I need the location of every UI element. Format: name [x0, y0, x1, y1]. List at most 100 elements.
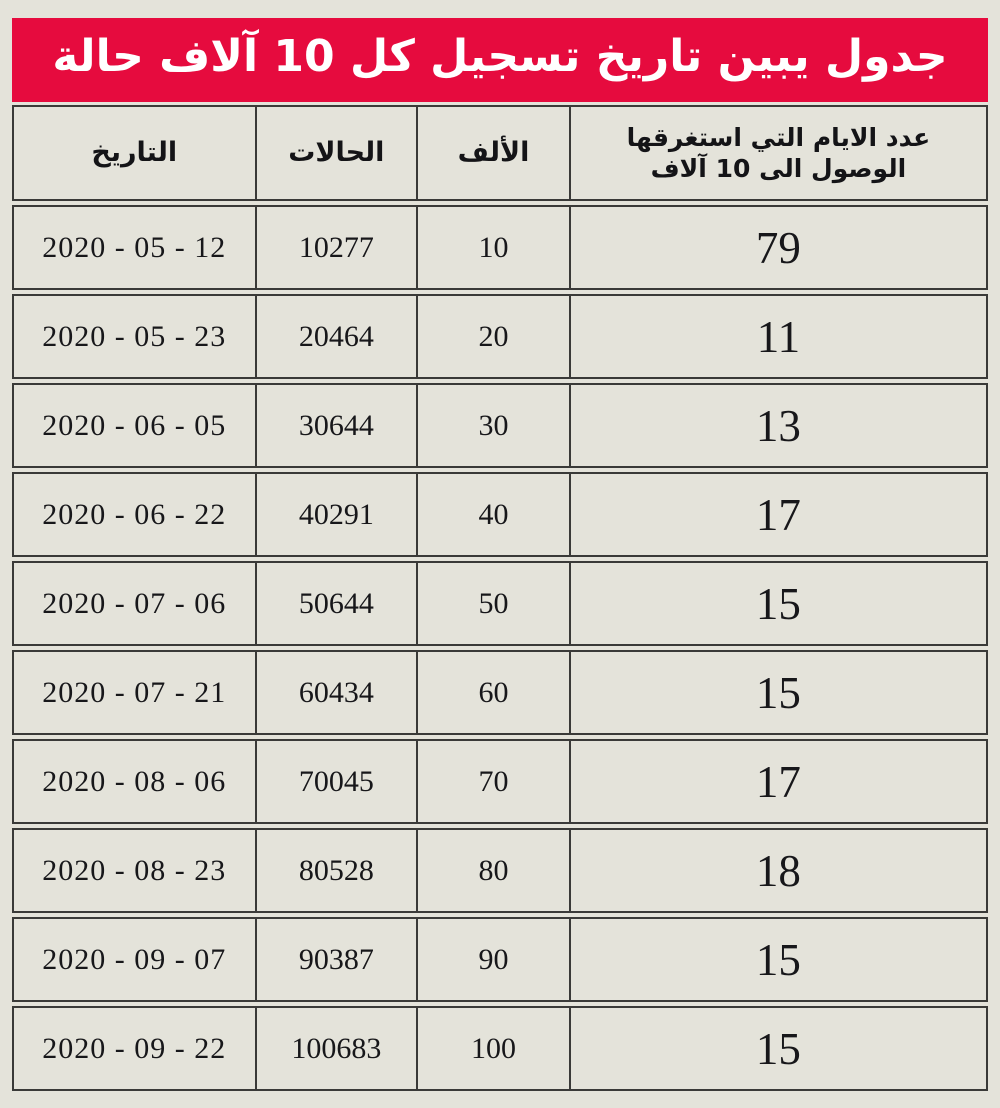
- date-value: 2020 - 08 - 23: [42, 853, 227, 887]
- table-row: 2020 - 08 - 06 70045 70 17: [12, 739, 988, 824]
- days-value: 15: [755, 934, 801, 985]
- cell-days: 15: [571, 919, 986, 1000]
- cell-cases: 10277: [257, 207, 419, 288]
- cell-cases: 100683: [257, 1008, 419, 1089]
- cell-cases: 90387: [257, 919, 419, 1000]
- days-value: 15: [755, 1023, 801, 1074]
- cell-date: 2020 - 09 - 07: [14, 919, 257, 1000]
- cell-thousand: 10: [418, 207, 571, 288]
- date-value: 2020 - 08 - 06: [42, 764, 227, 798]
- table-row: 2020 - 09 - 22 100683 100 15: [12, 1006, 988, 1091]
- days-value: 15: [755, 578, 801, 629]
- header-cell-cases: الحالات: [257, 107, 419, 199]
- cell-date: 2020 - 05 - 12: [14, 207, 257, 288]
- cell-cases: 30644: [257, 385, 419, 466]
- cell-days: 13: [571, 385, 986, 466]
- cell-thousand: 100: [418, 1008, 571, 1089]
- thousand-value: 100: [471, 1031, 516, 1065]
- date-value: 2020 - 09 - 22: [42, 1031, 227, 1065]
- cell-days: 17: [571, 741, 986, 822]
- header-label-days-line2: الوصول الى 10 آلاف: [650, 154, 907, 183]
- cell-days: 15: [571, 652, 986, 733]
- cell-cases: 50644: [257, 563, 419, 644]
- thousand-value: 20: [478, 319, 509, 353]
- cases-value: 50644: [298, 586, 374, 620]
- header-cell-days: عدد الايام التي استغرقها الوصول الى 10 آ…: [571, 107, 986, 199]
- cell-cases: 20464: [257, 296, 419, 377]
- table-row: 2020 - 05 - 23 20464 20 11: [12, 294, 988, 379]
- header-label-date: التاريخ: [91, 137, 178, 169]
- header-cell-thousand: الألف: [418, 107, 571, 199]
- cases-value: 10277: [298, 230, 374, 264]
- table-row: 2020 - 06 - 05 30644 30 13: [12, 383, 988, 468]
- date-value: 2020 - 06 - 05: [42, 408, 227, 442]
- cell-date: 2020 - 09 - 22: [14, 1008, 257, 1089]
- date-value: 2020 - 07 - 06: [42, 586, 227, 620]
- table-header-row: التاريخ الحالات الألف عدد الايام التي اس…: [12, 105, 988, 201]
- days-value: 17: [755, 756, 801, 807]
- days-value: 13: [755, 400, 801, 451]
- thousand-value: 80: [478, 853, 509, 887]
- cell-thousand: 40: [418, 474, 571, 555]
- cell-date: 2020 - 08 - 06: [14, 741, 257, 822]
- cell-cases: 40291: [257, 474, 419, 555]
- thousand-value: 10: [478, 230, 509, 264]
- cell-date: 2020 - 05 - 23: [14, 296, 257, 377]
- thousand-value: 70: [478, 764, 509, 798]
- table-row: 2020 - 05 - 12 10277 10 79: [12, 205, 988, 290]
- cell-thousand: 60: [418, 652, 571, 733]
- cell-days: 11: [571, 296, 986, 377]
- cases-value: 90387: [298, 942, 374, 976]
- cases-value: 30644: [298, 408, 374, 442]
- cell-date: 2020 - 06 - 22: [14, 474, 257, 555]
- thousand-value: 30: [478, 408, 509, 442]
- days-value: 79: [755, 222, 801, 273]
- days-value: 11: [756, 311, 801, 362]
- cases-value: 80528: [298, 853, 374, 887]
- cell-thousand: 30: [418, 385, 571, 466]
- days-value: 17: [755, 489, 801, 540]
- cases-value: 40291: [298, 497, 374, 531]
- table-row: 2020 - 07 - 21 60434 60 15: [12, 650, 988, 735]
- header-cell-date: التاريخ: [14, 107, 257, 199]
- date-value: 2020 - 05 - 23: [42, 319, 227, 353]
- cell-cases: 60434: [257, 652, 419, 733]
- cell-days: 79: [571, 207, 986, 288]
- cell-thousand: 90: [418, 919, 571, 1000]
- cell-days: 18: [571, 830, 986, 911]
- date-value: 2020 - 07 - 21: [42, 675, 227, 709]
- thousand-value: 40: [478, 497, 509, 531]
- date-value: 2020 - 06 - 22: [42, 497, 227, 531]
- cell-thousand: 80: [418, 830, 571, 911]
- cell-thousand: 50: [418, 563, 571, 644]
- cell-date: 2020 - 07 - 21: [14, 652, 257, 733]
- thousand-value: 90: [478, 942, 509, 976]
- cases-table: التاريخ الحالات الألف عدد الايام التي اس…: [12, 105, 988, 1091]
- cell-days: 17: [571, 474, 986, 555]
- cell-date: 2020 - 07 - 06: [14, 563, 257, 644]
- cell-date: 2020 - 08 - 23: [14, 830, 257, 911]
- date-value: 2020 - 09 - 07: [42, 942, 227, 976]
- header-label-days-line1: عدد الايام التي استغرقها: [626, 122, 931, 152]
- thousand-value: 60: [478, 675, 509, 709]
- cell-date: 2020 - 06 - 05: [14, 385, 257, 466]
- table-row: 2020 - 07 - 06 50644 50 15: [12, 561, 988, 646]
- cases-value: 100683: [291, 1031, 382, 1065]
- date-value: 2020 - 05 - 12: [42, 230, 227, 264]
- title-banner: جدول يبين تاريخ تسجيل كل 10 آلاف حالة: [12, 18, 988, 102]
- header-label-thousand: الألف: [457, 137, 530, 169]
- cell-days: 15: [571, 563, 986, 644]
- cases-value: 70045: [298, 764, 374, 798]
- page-title: جدول يبين تاريخ تسجيل كل 10 آلاف حالة: [52, 31, 948, 82]
- cell-cases: 80528: [257, 830, 419, 911]
- table-row: 2020 - 09 - 07 90387 90 15: [12, 917, 988, 1002]
- thousand-value: 50: [478, 586, 509, 620]
- days-value: 18: [755, 845, 801, 896]
- header-label-cases: الحالات: [288, 137, 385, 169]
- table-row: 2020 - 08 - 23 80528 80 18: [12, 828, 988, 913]
- cell-days: 15: [571, 1008, 986, 1089]
- table-rows: 2020 - 05 - 12 10277 10 79 2020 - 05 - 2…: [12, 205, 988, 1091]
- cell-thousand: 20: [418, 296, 571, 377]
- cases-value: 20464: [298, 319, 374, 353]
